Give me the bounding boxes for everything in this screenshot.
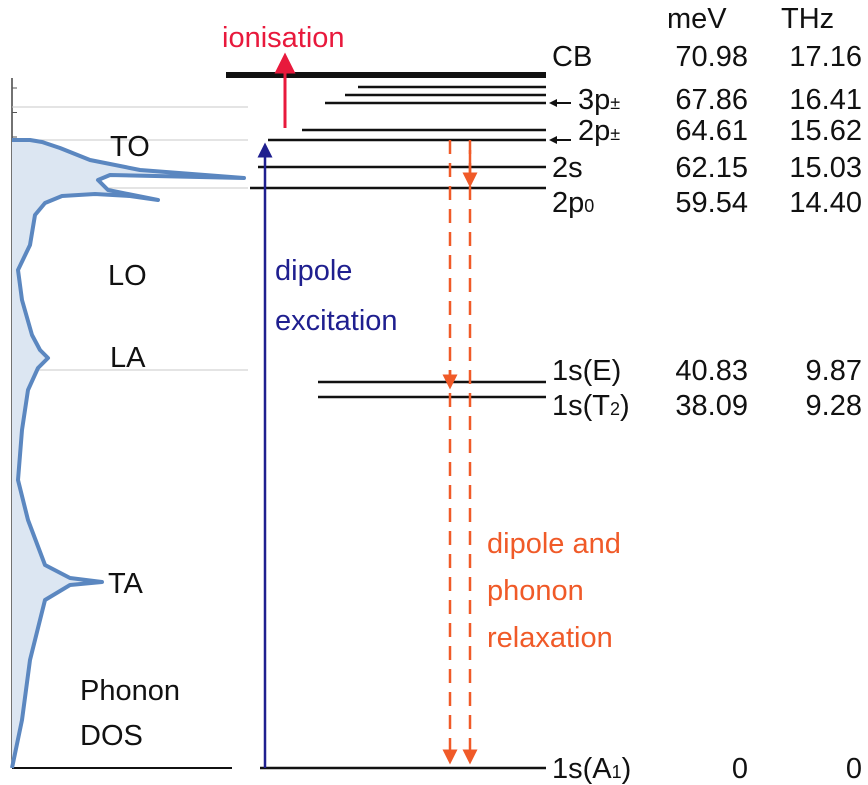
thz-2p0: 14.40 — [789, 187, 862, 219]
level-name-cb: CB — [552, 41, 592, 73]
relaxation-label-2: phonon — [487, 575, 584, 607]
thz-values: 17.16 16.41 15.62 15.03 14.40 9.87 9.28 … — [789, 41, 862, 785]
mev-cb: 70.98 — [675, 41, 748, 73]
level-name-1s-a1: 1s(A1) — [552, 753, 631, 785]
relaxation-label-1: dipole and — [487, 528, 621, 560]
column-header-mev: meV — [667, 3, 727, 35]
dos-curve — [10, 138, 246, 769]
thz-1s-a1: 0 — [846, 753, 862, 785]
mev-2p0: 59.54 — [675, 187, 748, 219]
level-pointers — [549, 99, 571, 144]
relaxation-label-3: relaxation — [487, 622, 613, 654]
mev-1s-t2: 38.09 — [675, 390, 748, 422]
level-names: CB 3p± 2p± 2s 2p0 1s(E) 1s(T2) 1s(A1) — [552, 41, 631, 785]
mev-1s-e: 40.83 — [675, 355, 748, 387]
dos-curve-fill — [12, 140, 244, 768]
mev-3p: 67.86 — [675, 84, 748, 116]
column-header-thz: THz — [781, 3, 834, 35]
branch-ta-label: TA — [108, 568, 144, 600]
level-name-1s-e: 1s(E) — [552, 355, 621, 387]
dos-title-line1: Phonon — [80, 675, 180, 707]
thz-2s: 15.03 — [789, 152, 862, 184]
thz-2p-pm: 15.62 — [789, 115, 862, 147]
excitation-label-1: dipole — [275, 255, 352, 287]
thz-3p: 16.41 — [789, 84, 862, 116]
transitions: ionisation dipole excitation dipole and … — [222, 22, 621, 768]
branch-to-label: TO — [110, 131, 150, 163]
thz-1s-e: 9.87 — [806, 355, 862, 387]
branch-la-label: LA — [110, 342, 146, 374]
thz-cb: 17.16 — [789, 41, 862, 73]
dos-title-line2: DOS — [80, 720, 143, 752]
energy-levels — [226, 72, 546, 770]
phonon-dos-panel: TO LO LA TA Phonon DOS — [10, 78, 248, 769]
mev-1s-a1: 0 — [732, 753, 748, 785]
branch-lo-label: LO — [108, 260, 147, 292]
excitation-label-2: excitation — [275, 305, 398, 337]
mev-values: 70.98 67.86 64.61 62.15 59.54 40.83 38.0… — [675, 41, 748, 785]
pointer-3p-head — [549, 99, 557, 107]
mev-2p-pm: 64.61 — [675, 115, 748, 147]
ionisation-label: ionisation — [222, 22, 345, 54]
thz-1s-t2: 9.28 — [806, 390, 862, 422]
level-name-2p-pm: 2p± — [578, 115, 620, 147]
mev-2s: 62.15 — [675, 152, 748, 184]
level-name-2p0: 2p0 — [552, 187, 594, 219]
level-name-2s: 2s — [552, 152, 583, 184]
level-name-3p: 3p± — [578, 84, 620, 116]
level-name-1s-t2: 1s(T2) — [552, 390, 630, 422]
pointer-2p-head — [549, 136, 557, 144]
